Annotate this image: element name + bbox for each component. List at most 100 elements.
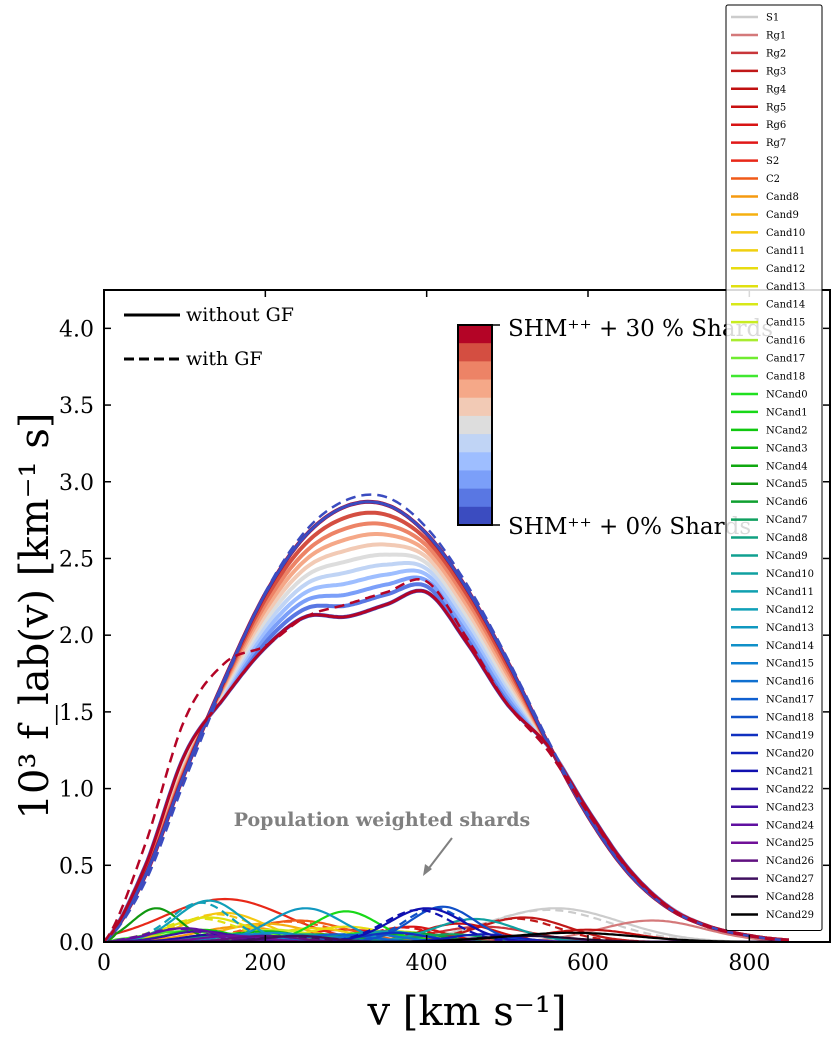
shard-curve: [104, 928, 789, 942]
colorbar-segment: [458, 415, 492, 435]
annotation-arrowhead: [423, 864, 432, 876]
colorbar-segment: [458, 361, 492, 381]
legend-label: C2: [766, 174, 780, 185]
legend-entry: NCand9: [731, 551, 808, 562]
shard-curve: [104, 925, 789, 942]
colorbar-segment: [458, 452, 492, 471]
legend-label: NCand28: [766, 892, 814, 903]
x-axis-label: v [km s⁻¹]: [366, 989, 566, 1035]
legend-entry: NCand18: [731, 713, 814, 724]
legend-entry: Cand18: [731, 372, 805, 383]
x-tick-label: 200: [244, 951, 286, 976]
legend-entry: NCand23: [731, 802, 814, 813]
shard-curve: [104, 930, 789, 942]
legend-entry: Rg5: [731, 102, 786, 113]
y-tick-label: 2.0: [59, 624, 94, 649]
legend-entry: Cand12: [731, 264, 805, 275]
legend-label: Cand11: [766, 246, 805, 257]
y-axis-label: 10³ f_lab(v) [km⁻¹ s]: [12, 413, 58, 820]
shard-curve: [104, 934, 789, 942]
legend-label: Rg5: [766, 102, 786, 113]
legend-label: Rg2: [766, 48, 786, 59]
legend-label: NCand22: [766, 784, 814, 795]
legend-label: NCand8: [766, 533, 808, 544]
x-tick-label: 400: [406, 951, 448, 976]
legend-label: NCand1: [766, 407, 808, 418]
shard-curve: [104, 917, 789, 942]
legend-label: NCand14: [766, 641, 814, 652]
legend-entry: Cand10: [731, 228, 805, 239]
shard-curve: [104, 907, 789, 942]
colorbar-segment: [458, 379, 492, 399]
shard-curve: [104, 925, 789, 942]
legend-label: Cand14: [766, 300, 805, 311]
legend-label: Cand17: [766, 354, 805, 365]
colorbar-segment: [458, 470, 492, 490]
series-legend: S1 Rg1 Rg2 Rg3 Rg4 Rg5 Rg6 Rg7 S2 C2 Cand8 Cand9 Can…: [725, 4, 823, 931]
legend-label: NCand10: [766, 569, 814, 580]
legend-with-gf: with GF: [186, 348, 263, 370]
colorbar-segment: [458, 343, 492, 362]
legend-entry: C2: [731, 174, 780, 185]
legend-entry: S2: [731, 156, 779, 167]
legend-entry: Cand9: [731, 210, 799, 221]
legend-label: NCand19: [766, 731, 814, 742]
legend-without-gf: without GF: [186, 304, 294, 326]
legend-label: NCand13: [766, 623, 814, 634]
shm-band-line: [104, 561, 789, 942]
legend-label: S1: [766, 13, 779, 24]
legend-label: NCand7: [766, 515, 808, 526]
legend-entry: NCand29: [731, 910, 814, 921]
colorbar-frame: [457, 324, 493, 526]
legend-label: NCand5: [766, 479, 808, 490]
y-tick-label: 3.0: [59, 471, 94, 496]
legend-label: NCand12: [766, 605, 814, 616]
legend-entry: NCand13: [731, 623, 814, 634]
shard-curve: [104, 905, 789, 942]
legend-entry: NCand26: [731, 856, 814, 867]
legend-entry: NCand19: [731, 731, 814, 742]
colorbar-segment: [458, 488, 492, 508]
legend-entry: Rg2: [731, 48, 786, 59]
shard-curve-gf: [104, 917, 789, 942]
x-tick-label: 800: [728, 951, 770, 976]
legend-entry: Cand16: [731, 336, 805, 347]
legend-entry: NCand5: [731, 479, 808, 490]
legend-entry: NCand8: [731, 533, 808, 544]
legend-label: NCand9: [766, 551, 808, 562]
shm-band-line: [104, 568, 789, 942]
legend-entry: NCand2: [731, 425, 808, 436]
legend-label: NCand18: [766, 713, 814, 724]
legend-entry: NCand16: [731, 677, 814, 688]
legend-label: Cand9: [766, 210, 799, 221]
shm-30-gf-line: [104, 578, 789, 942]
shard-curve: [104, 919, 789, 942]
legend-label: Cand15: [766, 318, 805, 329]
y-tick-label: 3.5: [59, 394, 94, 419]
x-tick-label: 0: [97, 951, 111, 976]
legend-entry: NCand22: [731, 784, 814, 795]
colorbar-segment: [458, 325, 492, 344]
legend-entry: Cand15: [731, 318, 805, 329]
legend-entry: NCand10: [731, 569, 814, 580]
y-tick-label: 0.0: [59, 931, 94, 956]
colorbar-segment: [458, 434, 492, 453]
shm-30-line: [104, 589, 789, 942]
legend-entry: NCand20: [731, 748, 814, 759]
legend-label: NCand3: [766, 443, 808, 454]
shard-curve: [104, 933, 789, 942]
axes-group: 0 200 400 600 800 0.0 0.5 1.0 1.5 2.0 2.5 3.0 3.5 4.0…: [12, 289, 831, 1035]
legend-entry: Cand8: [731, 192, 799, 203]
shard-curve: [104, 933, 789, 942]
annotation-text: Population weighted shards: [234, 809, 531, 831]
legend-label: NCand16: [766, 677, 814, 688]
shard-curve: [104, 934, 789, 942]
legend-entry: NCand17: [731, 695, 814, 706]
shard-curve: [104, 899, 789, 942]
legend-entry: NCand12: [731, 605, 814, 616]
legend-label: NCand24: [766, 820, 814, 831]
legend-entry: NCand14: [731, 641, 814, 652]
plot-frame: [103, 289, 831, 943]
legend-label: NCand20: [766, 748, 814, 759]
legend-label: Rg3: [766, 66, 786, 77]
